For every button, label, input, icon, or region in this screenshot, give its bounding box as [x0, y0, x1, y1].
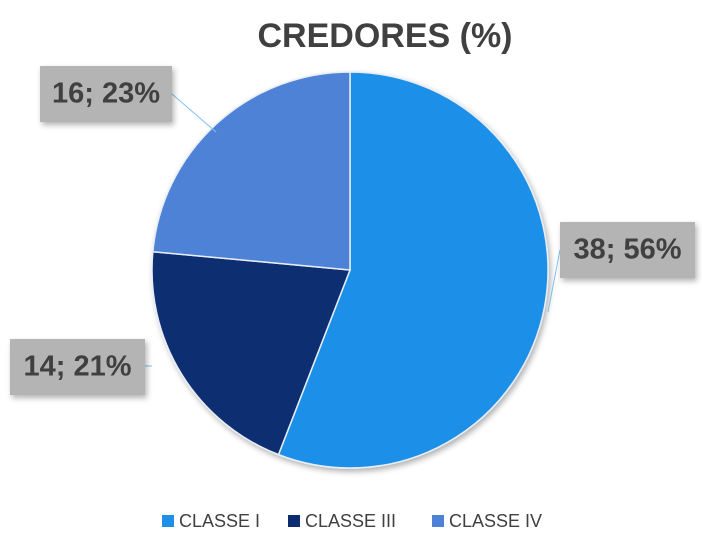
data-label: 16; 23%	[52, 78, 160, 110]
legend-swatch	[432, 515, 444, 527]
legend-label: CLASSE IV	[449, 511, 542, 531]
legend-label: CLASSE III	[305, 511, 396, 531]
legend-swatch	[288, 515, 300, 527]
legend-label: CLASSE I	[179, 511, 260, 531]
legend-swatch	[162, 515, 174, 527]
leader-line	[171, 93, 217, 133]
pie-slice	[151, 250, 352, 456]
pie-slice	[152, 71, 351, 271]
data-label-box	[10, 339, 145, 395]
pie-slice	[277, 71, 549, 469]
pie	[151, 71, 549, 469]
data-label-box	[40, 66, 172, 122]
data-label-box	[560, 222, 695, 278]
data-label: 38; 56%	[573, 234, 681, 266]
data-label: 14; 21%	[23, 351, 131, 383]
leader-line	[547, 249, 561, 313]
chart-title: CREDORES (%)	[257, 17, 512, 55]
